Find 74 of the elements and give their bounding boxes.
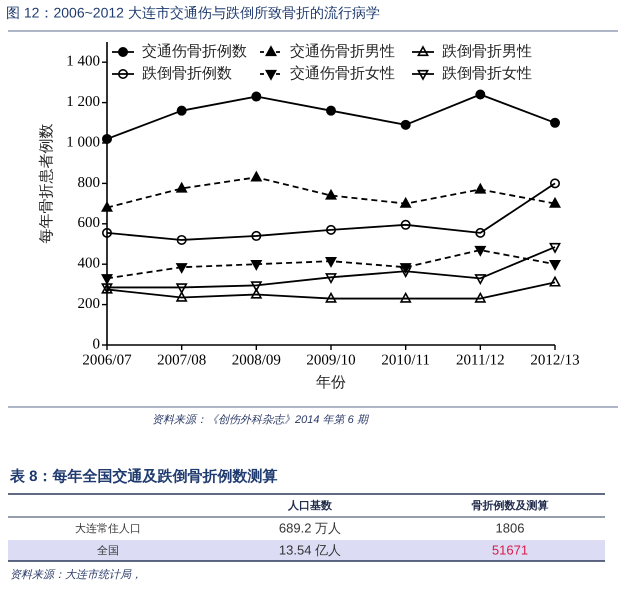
point [400,198,412,208]
y-tick-label: 200 [78,296,100,312]
text: 51671 [492,542,528,558]
text: 689.2 万人 [278,520,342,536]
legend-label: 跌倒骨折例数 [142,64,232,82]
point [326,257,336,268]
point [250,260,262,270]
point [400,267,412,278]
point [250,288,262,299]
x-tick-label: 2008/09 [232,352,281,368]
point [176,263,188,274]
point [176,283,188,294]
y-axis-title: 每年骨折患者例数 [38,124,55,244]
point [550,118,560,128]
point [251,230,262,241]
y-tick-label: 400 [78,256,100,272]
point [550,178,560,188]
point [474,292,486,303]
point [400,120,411,130]
point [176,292,188,302]
point [475,228,486,238]
point [550,242,560,253]
point [326,273,336,284]
text: 1806 [496,520,524,536]
legend-label: 跌倒骨折男性 [442,42,532,60]
point [400,292,412,303]
point [550,198,560,208]
text: 资料来源：大连市统计局， [10,568,142,581]
y-tick-label: 1 200 [66,94,100,110]
text: 资料来源：《创伤外科杂志》2014 年第 6 期 [152,412,370,426]
x-tick-label: 2012/13 [530,352,580,368]
point [326,190,336,200]
point [475,90,486,100]
point [550,260,560,270]
x-axis-title: 年份 [316,374,346,391]
point [400,220,411,230]
point [326,224,336,235]
x-tick-label: 2009/10 [306,352,356,368]
y-tick-label: 0 [92,336,100,352]
point [550,276,560,287]
text: 全国 [97,544,119,557]
point [176,182,188,193]
legend-label: 交通伤骨折女性 [290,64,395,82]
point [326,292,336,303]
point [251,92,262,102]
x-tick-label: 2011/12 [456,352,505,368]
text: 13.54 亿人 [278,542,342,558]
text: 大连常住人口 [75,522,141,535]
point [326,106,336,116]
text: 表 8：每年全国交通及跌倒骨折例数测算 [9,466,278,485]
legend-label: 交通伤骨折男性 [290,42,395,60]
point [474,246,486,256]
point [250,281,262,292]
y-tick-label: 600 [78,215,100,232]
point [102,228,112,238]
point [474,184,486,194]
x-tick-label: 2010/11 [381,352,430,368]
chart-title: 图 12：2006~2012 大连市交通伤与跌倒所致骨折的流行病学 [6,4,380,21]
legend-label: 跌倒骨折女性 [442,64,532,82]
point [102,274,112,284]
x-tick-label: 2006/07 [82,352,132,368]
legend-label: 交通伤骨折例数 [142,42,247,60]
point [250,172,262,182]
point [474,274,486,284]
text: 骨折例数及测算 [472,498,548,512]
y-tick-label: 1 400 [66,54,100,70]
x-tick-label: 2007/08 [157,352,206,368]
point [102,202,112,212]
point [176,106,187,116]
text: 人口基数 [287,498,333,512]
point [176,234,187,245]
y-tick-label: 1 000 [66,134,100,150]
y-tick-label: 800 [78,174,100,191]
point [102,134,112,144]
